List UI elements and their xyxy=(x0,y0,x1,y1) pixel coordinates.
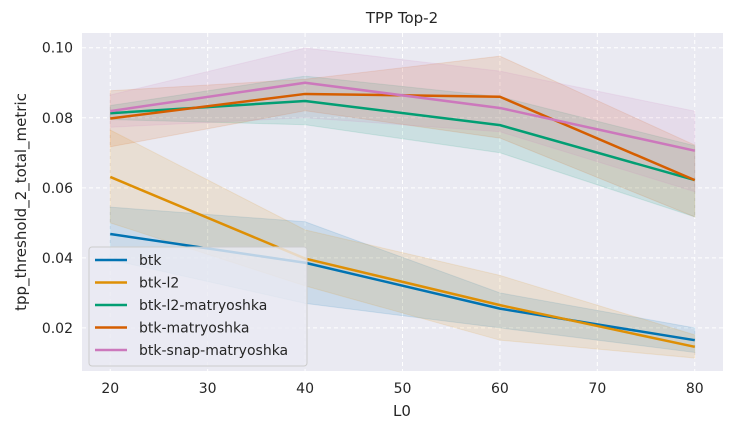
x-tick-label: 80 xyxy=(686,381,704,397)
x-axis-label: L0 xyxy=(393,402,411,420)
chart-title: TPP Top-2 xyxy=(365,9,438,27)
y-tick-label: 0.02 xyxy=(42,321,73,337)
legend: btk btk-l2 btk-l2-matryoshka btk-matryoshka… xyxy=(88,246,308,367)
x-tick-label: 20 xyxy=(101,381,119,397)
confidence-band-btk-snap-matryoshka xyxy=(109,47,696,193)
legend-box xyxy=(88,246,308,367)
y-tick-label: 0.10 xyxy=(42,41,73,57)
x-tick-label: 40 xyxy=(296,381,314,397)
y-tick-label: 0.04 xyxy=(42,251,73,267)
legend-label: btk xyxy=(139,253,162,269)
y-tick-labels: 0.02 0.04 0.06 0.08 0.10 xyxy=(42,41,73,337)
series-line-btk-snap-matryoshka xyxy=(110,81,696,152)
y-tick-label: 0.08 xyxy=(42,111,73,127)
legend-label: btk-snap-matryoshka xyxy=(139,343,288,359)
x-tick-labels: 20 30 40 50 60 70 80 xyxy=(101,381,703,397)
y-tick-label: 0.06 xyxy=(42,181,73,197)
confidence-band-btk-l2-matryoshka xyxy=(109,75,696,218)
confidence-band-btk-matryoshka xyxy=(109,55,696,218)
x-tick-label: 50 xyxy=(394,381,412,397)
legend-label: btk-matryoshka xyxy=(139,321,249,337)
x-tick-label: 70 xyxy=(588,381,606,397)
legend-label: btk-l2-matryoshka xyxy=(139,298,267,314)
y-axis-label: tpp_threshold_2_total_metric xyxy=(12,93,31,311)
x-tick-label: 30 xyxy=(199,381,217,397)
series-line-btk-l2 xyxy=(109,175,696,349)
legend-label: btk-l2 xyxy=(139,276,179,292)
x-tick-label: 60 xyxy=(491,381,509,397)
series-lines xyxy=(109,81,696,349)
